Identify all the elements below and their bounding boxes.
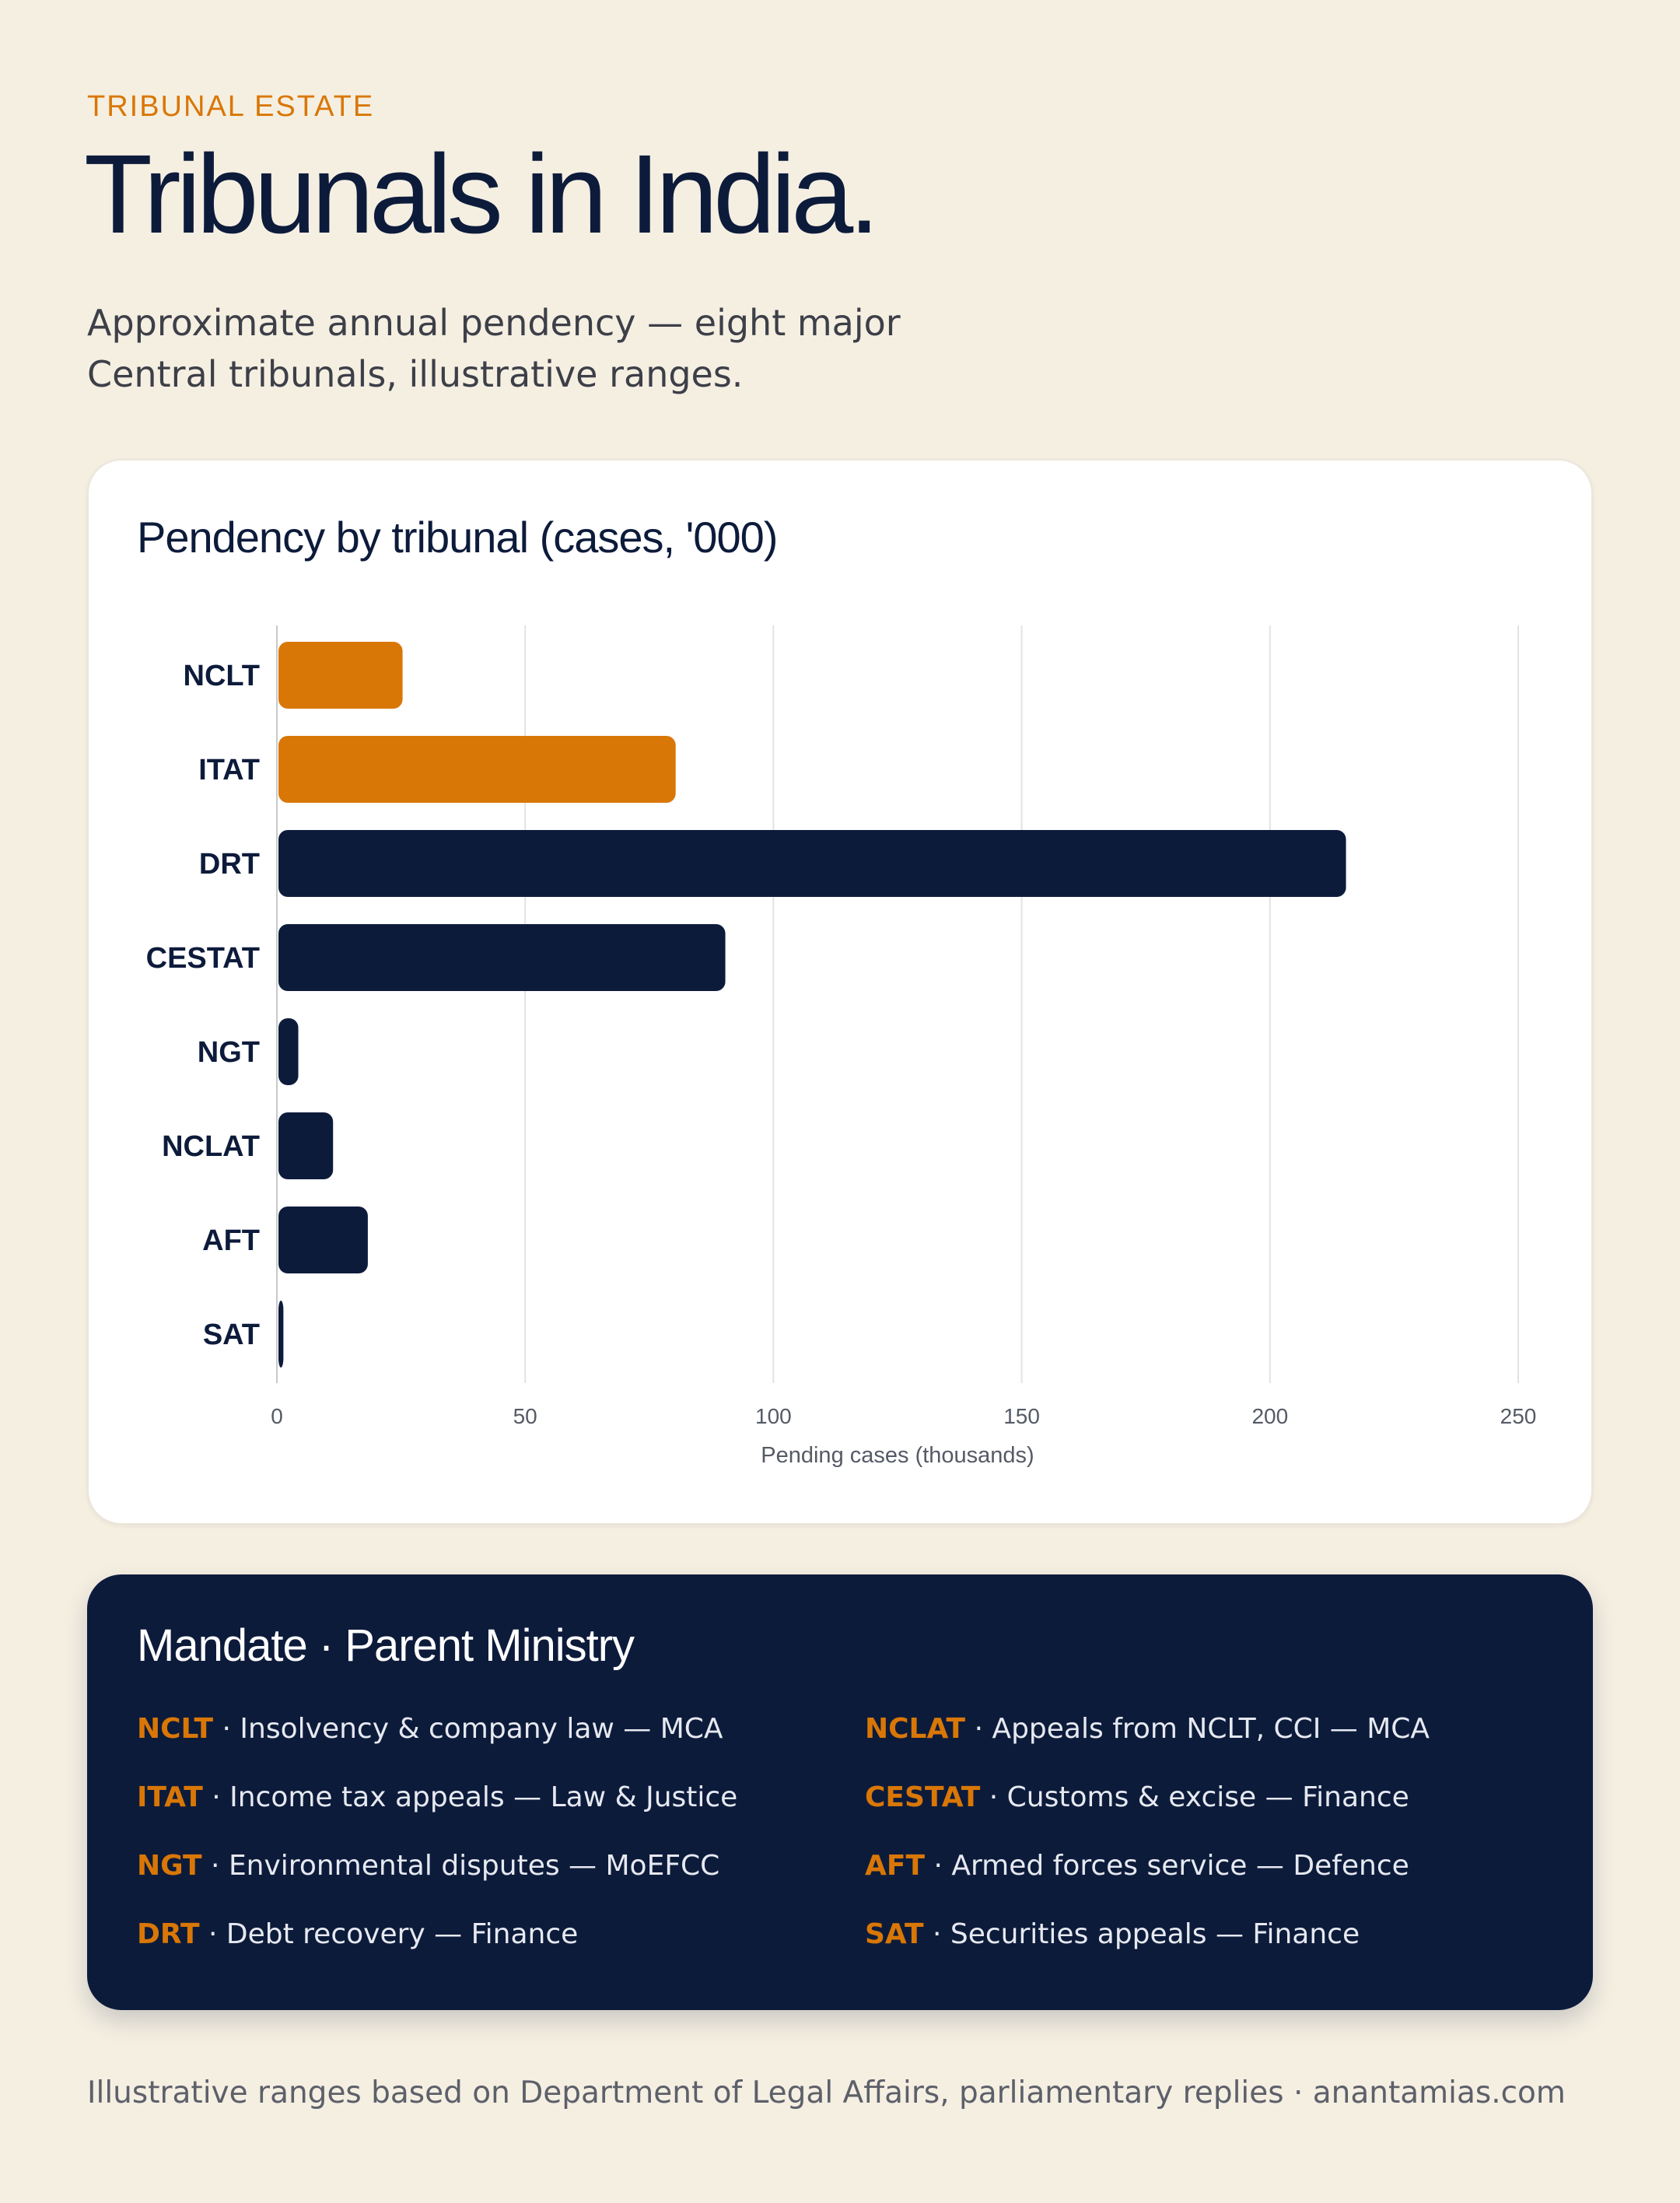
bar-itat — [278, 736, 676, 803]
x-tick-label: 150 — [1003, 1404, 1040, 1428]
bar-ngt — [278, 1018, 299, 1085]
chart-title: Pendency by tribunal (cases, '000) — [137, 513, 778, 562]
legend-text: · Insolvency & company law — MCA — [213, 1713, 723, 1745]
x-tick-label: 250 — [1500, 1404, 1537, 1428]
legend-abbr: AFT — [865, 1850, 926, 1882]
eyebrow-label: TRIBUNAL ESTATE — [87, 90, 375, 123]
legend-text: · Appeals from NCLT, CCI — MCA — [965, 1713, 1430, 1745]
category-label: NCLT — [184, 660, 261, 692]
legend-text: · Debt recovery — Finance — [199, 1918, 579, 1950]
chart-card: Pendency by tribunal (cases, '000) 0 50 10… — [87, 459, 1593, 1525]
legend-text: · Environmental disputes — MoEFCC — [201, 1850, 720, 1882]
legend-abbr: ITAT — [137, 1781, 203, 1813]
bar-nclat — [278, 1112, 334, 1179]
category-label: DRT — [199, 848, 260, 881]
legend-abbr: NCLAT — [865, 1713, 966, 1745]
x-tick-label: 200 — [1251, 1404, 1288, 1428]
legend-abbr: NGT — [137, 1850, 202, 1882]
category-label: ITAT — [198, 754, 260, 786]
legend-text: · Income tax appeals — Law & Justice — [202, 1781, 738, 1813]
bar-sat — [278, 1301, 284, 1368]
footer-source: Illustrative ranges based on Department … — [87, 2075, 1566, 2110]
legend-abbr: NCLT — [137, 1713, 214, 1745]
category-label: AFT — [202, 1224, 260, 1257]
x-axis-label: Pending cases (thousands) — [761, 1443, 1034, 1468]
legend-item: DRT · Debt recovery — Finance — [137, 1918, 578, 1950]
legend-abbr: DRT — [137, 1918, 200, 1950]
page-subtitle: Approximate annual pendency — eight majo… — [87, 302, 901, 395]
legend-item: SAT · Securities appeals — Finance — [865, 1918, 1360, 1950]
bar-aft — [278, 1207, 368, 1273]
category-label: SAT — [203, 1319, 260, 1351]
legend-item: ITAT · Income tax appeals — Law & Justic… — [137, 1781, 737, 1813]
legend-text: · Customs & excise — Finance — [980, 1781, 1409, 1813]
legend-abbr: SAT — [865, 1918, 924, 1950]
legend-item: NCLT · Insolvency & company law — MCA — [137, 1713, 723, 1745]
legend-item: NGT · Environmental disputes — MoEFCC — [137, 1850, 719, 1882]
x-tick-label: 100 — [755, 1404, 792, 1428]
bar-nclt — [278, 642, 403, 709]
category-label: NGT — [198, 1036, 260, 1069]
legend-text: · Armed forces service — Defence — [925, 1850, 1409, 1882]
legend-title: Mandate · Parent Ministry — [137, 1620, 635, 1671]
bar-cestat — [278, 924, 726, 991]
legend-abbr: CESTAT — [865, 1781, 981, 1813]
legend-item: CESTAT · Customs & excise — Finance — [865, 1781, 1409, 1813]
mandate-legend-panel: Mandate · Parent Ministry NCLT · Insolve… — [87, 1574, 1593, 2010]
page-title: Tribunals in India. — [84, 131, 880, 257]
legend-text: · Securities appeals — Finance — [923, 1918, 1360, 1950]
legend-item: NCLAT · Appeals from NCLT, CCI — MCA — [865, 1713, 1430, 1745]
x-tick-label: 50 — [513, 1404, 537, 1428]
x-tick-label: 0 — [271, 1404, 283, 1428]
bar-chart: 0 50 100 150 200 250 Pending cases (thousands)… — [146, 625, 1537, 1468]
category-label: CESTAT — [146, 942, 260, 975]
bar-drt — [278, 830, 1346, 897]
legend-item: AFT · Armed forces service — Defence — [865, 1850, 1409, 1882]
category-label: NCLAT — [162, 1130, 260, 1163]
